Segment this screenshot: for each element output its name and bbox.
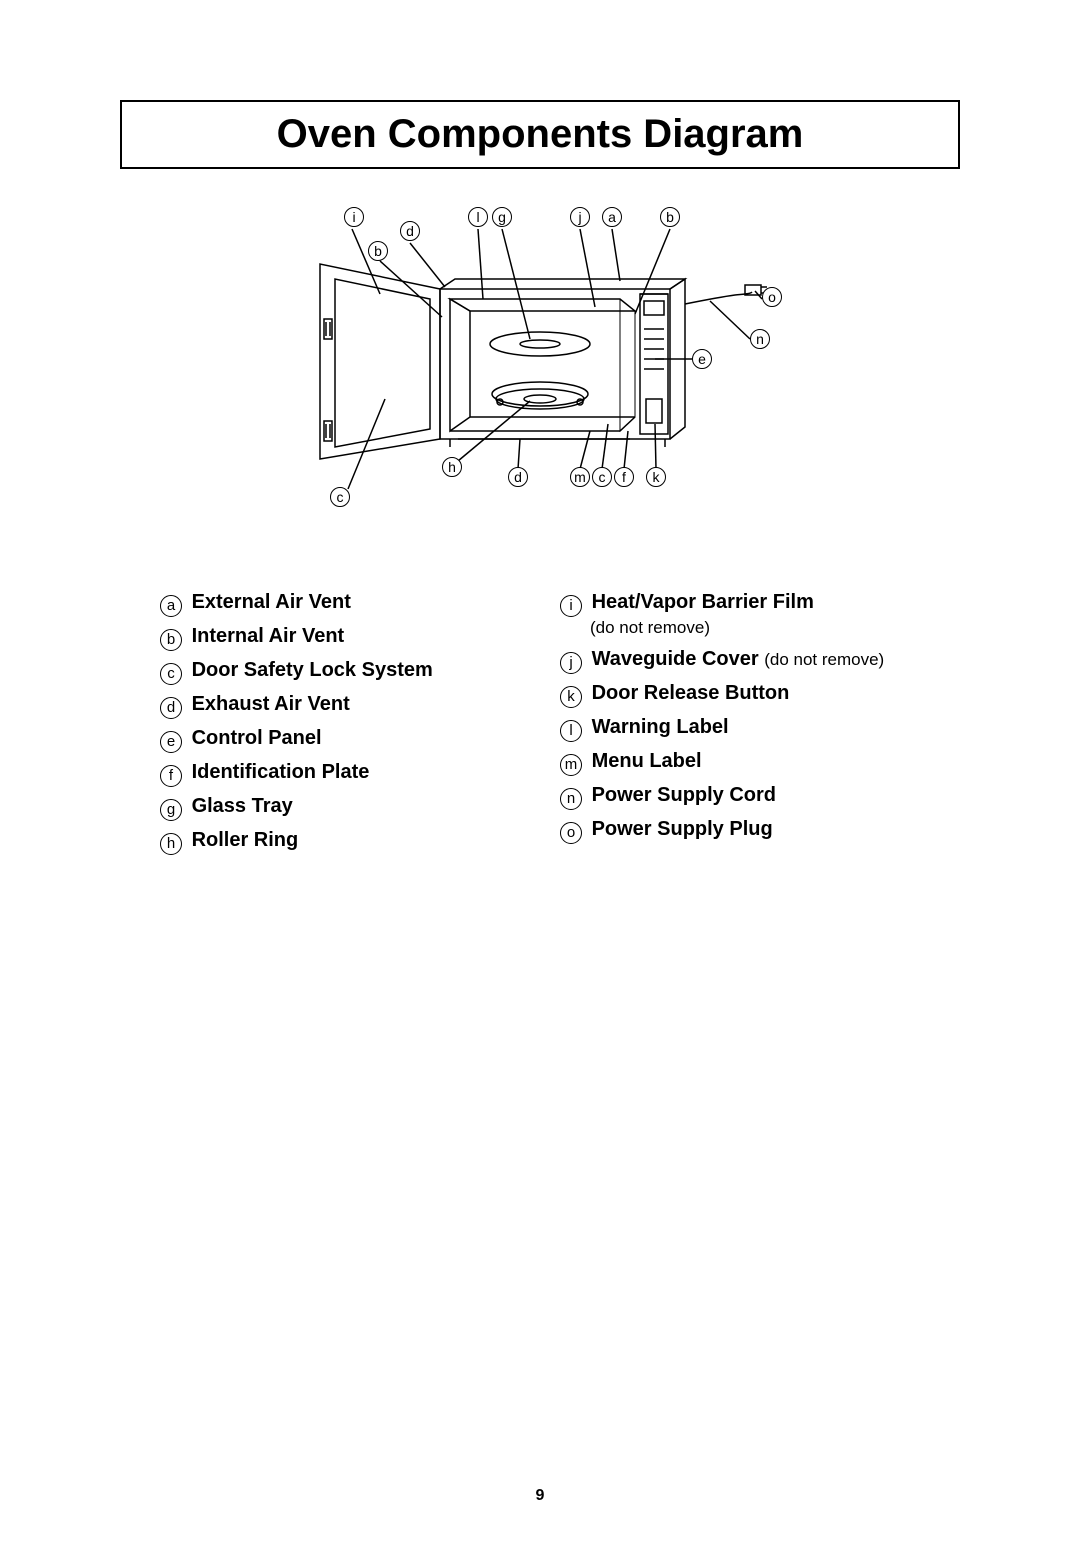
legend-right-column: i Heat/Vapor Barrier Film(do not remove)…	[560, 589, 920, 861]
callout-c-bottom-left: c	[330, 487, 350, 507]
callout-i-top: i	[344, 207, 364, 227]
legend-item-b: b Internal Air Vent	[160, 623, 520, 651]
callout-m-bottom: m	[570, 467, 590, 487]
legend-item-a: a External Air Vent	[160, 589, 520, 617]
callout-b-top-left: b	[368, 241, 388, 261]
callout-k-bottom: k	[646, 467, 666, 487]
legend-item-d: d Exhaust Air Vent	[160, 691, 520, 719]
callout-d-top: d	[400, 221, 420, 241]
legend-item-e: e Control Panel	[160, 725, 520, 753]
title-box: Oven Components Diagram	[120, 100, 960, 169]
legend-item-f: f Identification Plate	[160, 759, 520, 787]
callout-o-right: o	[762, 287, 782, 307]
callout-f-bottom: f	[614, 467, 634, 487]
callout-h-bottom: h	[442, 457, 462, 477]
legend-item-o: o Power Supply Plug	[560, 816, 920, 844]
page: Oven Components Diagram	[0, 0, 1080, 861]
legend-item-l: l Warning Label	[560, 714, 920, 742]
legend-item-i: i Heat/Vapor Barrier Film(do not remove)	[560, 589, 920, 640]
callout-j-top: j	[570, 207, 590, 227]
callout-e-right: e	[692, 349, 712, 369]
legend-item-h: h Roller Ring	[160, 827, 520, 855]
page-title: Oven Components Diagram	[142, 112, 938, 157]
callout-d-bottom: d	[508, 467, 528, 487]
legend-item-m: m Menu Label	[560, 748, 920, 776]
oven-diagram: i d b l g j a b o n e c h d m c f k	[240, 199, 840, 539]
legend-item-n: n Power Supply Cord	[560, 782, 920, 810]
legend-item-k: k Door Release Button	[560, 680, 920, 708]
callout-g-top: g	[492, 207, 512, 227]
legend-item-c: c Door Safety Lock System	[160, 657, 520, 685]
legend-item-j: j Waveguide Cover (do not remove)	[560, 646, 920, 674]
legend: a External Air Vent b Internal Air Vent …	[120, 589, 960, 861]
callout-l-top: l	[468, 207, 488, 227]
callout-n-right: n	[750, 329, 770, 349]
legend-left-column: a External Air Vent b Internal Air Vent …	[160, 589, 520, 861]
page-number: 9	[0, 1487, 1080, 1505]
callout-c-bottom: c	[592, 467, 612, 487]
legend-item-g: g Glass Tray	[160, 793, 520, 821]
callout-b-top-right: b	[660, 207, 680, 227]
callout-a-top: a	[602, 207, 622, 227]
